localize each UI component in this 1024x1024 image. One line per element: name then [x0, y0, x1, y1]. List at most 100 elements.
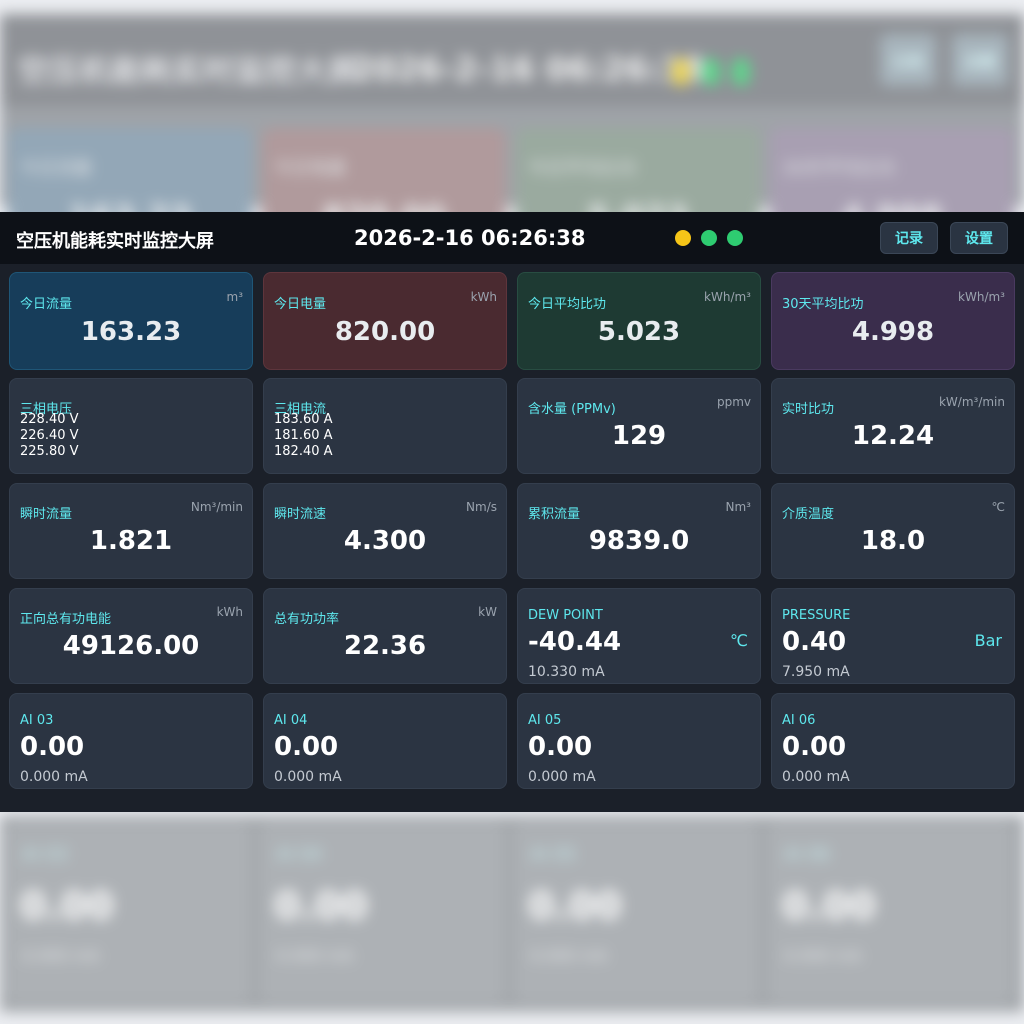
blurred-ai-value: 0.00 [528, 884, 622, 928]
card-unit: kWh [216, 605, 243, 619]
card-value: 12.24 [851, 421, 935, 451]
blurred-ai-label: AI 03 [22, 844, 69, 865]
card-unit: Nm/s [466, 500, 497, 514]
status-indicators [675, 230, 743, 246]
card-value: 129 [611, 421, 667, 451]
card-label: 实时比功 [782, 402, 835, 417]
blurred-datetime: 2026-2-16 06:26:38 [352, 50, 705, 88]
blurred-ai-sub: 0.000 mA [276, 946, 354, 965]
card-unit: Nm³/min [190, 500, 243, 514]
card-value: 4.300 [343, 526, 427, 556]
card-unit: Nm³ [725, 500, 751, 514]
blurred-dot [672, 58, 690, 86]
ai-04-card: AI 04 0.00 0.000 mA [263, 693, 507, 789]
card-label: AI 03 [20, 713, 54, 728]
total-active-power-card: 总有功功率 kW 22.36 [263, 588, 507, 684]
blurred-ai-sub: 0.000 mA [530, 946, 608, 965]
status-dot-green [701, 230, 717, 246]
blurred-status-dots [672, 58, 750, 86]
voltage-phase-c: 225.80 V [20, 444, 79, 459]
card-label: AI 04 [274, 713, 308, 728]
card-value: 0.00 [528, 732, 593, 762]
card-label: 今日平均比功 [528, 297, 607, 312]
current-phase-a: 183.60 A [274, 412, 333, 427]
voltage-lines: 228.40 V 226.40 V 225.80 V [20, 412, 79, 460]
30day-avg-specific-power-card: 30天平均比功 kWh/m³ 4.998 [771, 272, 1015, 370]
blurred-card-label: 30天平均比功 [782, 158, 895, 179]
ai-05-card: AI 05 0.00 0.000 mA [517, 693, 761, 789]
record-button[interactable]: 记录 [880, 222, 938, 254]
blurred-card-label: 今日流量 [20, 158, 92, 179]
card-value: 9839.0 [588, 526, 690, 556]
voltage-phase-b: 226.40 V [20, 428, 79, 443]
card-label: DEW POINT [528, 608, 603, 623]
blurred-ai-label: AI 06 [784, 844, 831, 865]
card-value: 5.023 [597, 317, 681, 347]
top-bar: 空压机能耗实时监控大屏 2026-2-16 06:26:38 记录 设置 [0, 212, 1024, 264]
card-label: 今日流量 [20, 297, 73, 312]
card-label: 含水量 (PPMv) [528, 402, 616, 417]
current-phase-c: 182.40 A [274, 444, 333, 459]
card-label: 正向总有功电能 [20, 612, 112, 627]
card-unit: Bar [974, 631, 1002, 650]
card-label: 今日电量 [274, 297, 327, 312]
blurred-card-label: 今日平均比功 [528, 158, 636, 179]
instant-flow-card: 瞬时流量 Nm³/min 1.821 [9, 483, 253, 579]
card-unit: ℃ [991, 500, 1005, 514]
forward-active-energy-card: 正向总有功电能 kWh 49126.00 [9, 588, 253, 684]
blurred-settings-button: 设置 [952, 34, 1008, 86]
today-energy-card: 今日电量 kWh 820.00 [263, 272, 507, 370]
card-value: 4.998 [851, 317, 935, 347]
blurred-ai-sub: 0.000 mA [784, 946, 862, 965]
blurred-dot [702, 58, 720, 86]
card-value: 163.23 [80, 317, 182, 347]
blurred-record-button: 记录 [880, 34, 936, 86]
card-unit: kW [478, 605, 497, 619]
blurred-ai-label: AI 04 [276, 844, 323, 865]
card-unit: m³ [226, 290, 244, 304]
moisture-card: 含水量 (PPMv) ppmv 129 [517, 378, 761, 474]
card-label: 三相电流 [274, 402, 327, 417]
pressure-card: PRESSURE 0.40 Bar 7.950 mA [771, 588, 1015, 684]
current-lines: 183.60 A 181.60 A 182.40 A [274, 412, 333, 460]
status-dot-yellow [675, 230, 691, 246]
blurred-ai-label: AI 05 [530, 844, 577, 865]
instant-velocity-card: 瞬时流速 Nm/s 4.300 [263, 483, 507, 579]
blurred-title: 空压机能耗实时监控大屏 [18, 54, 359, 89]
voltage-phase-a: 228.40 V [20, 412, 79, 427]
blurred-top-section: 空压机能耗实时监控大屏 2026-2-16 06:26:38 记录 设置 今日流… [0, 14, 1024, 238]
card-unit: kW/m³/min [938, 395, 1005, 409]
cumulative-flow-card: 累积流量 Nm³ 9839.0 [517, 483, 761, 579]
current-phase-b: 181.60 A [274, 428, 333, 443]
card-value: 1.821 [89, 526, 173, 556]
blurred-ai-card: AI 05 0.00 0.000 mA [514, 822, 758, 1002]
card-value: 49126.00 [62, 631, 200, 661]
page-title: 空压机能耗实时监控大屏 [16, 231, 214, 252]
card-unit: ppmv [716, 395, 751, 409]
blurred-card-label: 今日电量 [274, 158, 346, 179]
ai-03-card: AI 03 0.00 0.000 mA [9, 693, 253, 789]
card-current-ma: 0.000 mA [782, 769, 850, 785]
medium-temperature-card: 介质温度 ℃ 18.0 [771, 483, 1015, 579]
blurred-dot [732, 58, 750, 86]
card-unit: kWh [470, 290, 497, 304]
card-unit: ℃ [730, 631, 748, 650]
datetime-display: 2026-2-16 06:26:38 [354, 226, 586, 250]
blurred-ai-value: 0.00 [782, 884, 876, 928]
settings-button[interactable]: 设置 [950, 222, 1008, 254]
card-value: 820.00 [334, 317, 436, 347]
card-label: 瞬时流速 [274, 507, 327, 522]
blurred-ai-card: AI 04 0.00 0.000 mA [260, 822, 504, 1002]
dashboard-panel: 空压机能耗实时监控大屏 2026-2-16 06:26:38 记录 设置 今日流… [0, 212, 1024, 812]
blurred-ai-card: AI 06 0.00 0.000 mA [768, 822, 1012, 1002]
blurred-bottom-section: AI 03 0.00 0.000 mA AI 04 0.00 0.000 mA … [0, 816, 1024, 1012]
card-value: 18.0 [860, 526, 926, 556]
realtime-specific-power-card: 实时比功 kW/m³/min 12.24 [771, 378, 1015, 474]
ai-06-card: AI 06 0.00 0.000 mA [771, 693, 1015, 789]
today-flow-card: 今日流量 m³ 163.23 [9, 272, 253, 370]
status-dot-green [727, 230, 743, 246]
card-label: 累积流量 [528, 507, 581, 522]
card-label: 三相电压 [20, 402, 73, 417]
blurred-header: 空压机能耗实时监控大屏 2026-2-16 06:26:38 记录 设置 [0, 14, 1024, 106]
blurred-ai-value: 0.00 [274, 884, 368, 928]
